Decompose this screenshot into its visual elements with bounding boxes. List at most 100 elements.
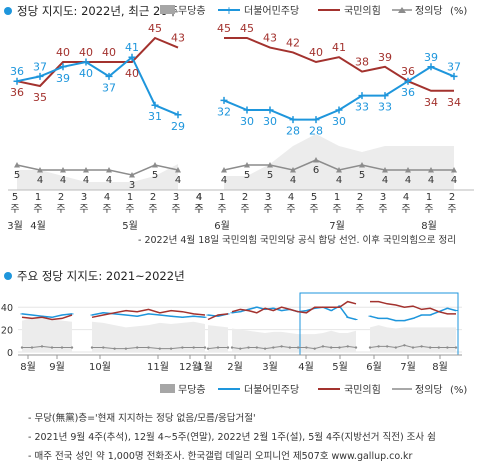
chart1-week-number: 4 — [403, 192, 409, 203]
chart1-month-label: 8월 — [421, 220, 437, 232]
justice-data-label: 4 — [428, 175, 434, 186]
justice-point — [428, 167, 434, 173]
ppp-data-label: 45 — [240, 22, 254, 35]
chart2-justice-point — [113, 347, 116, 350]
minju-point — [59, 63, 67, 71]
chart2-justice-point — [255, 346, 258, 349]
chart2-justice-point — [230, 346, 234, 349]
chart2-justice-point — [446, 346, 449, 349]
chart1-week-suffix: 주 — [401, 204, 410, 215]
minju-point — [174, 111, 182, 119]
chart2-justice-line — [22, 345, 72, 348]
ppp-data-label: 41 — [332, 41, 346, 54]
justice-point — [37, 167, 43, 173]
ppp-line-seg-0 — [16, 36, 179, 88]
minju-data-label: 30 — [263, 115, 277, 128]
chart2-month-label: 11월 — [147, 361, 169, 373]
legend-ppp-label: 국민의힘 — [344, 5, 381, 17]
chart1-week-number: 3 — [380, 192, 386, 203]
legend-minju-marker: + — [224, 4, 233, 17]
chart2-justice-point — [411, 346, 415, 349]
chart1-week-suffix: 주 — [102, 204, 111, 215]
chart2-justice-point — [40, 345, 44, 348]
justice-data-label: 4 — [221, 175, 227, 186]
legend-none-label: 무당층 — [178, 5, 206, 17]
minju-data-label: 36 — [10, 65, 24, 78]
minju-point — [404, 77, 412, 85]
minju-point — [243, 106, 251, 114]
chart1-week-number: 1 — [35, 192, 41, 203]
chart1-week-number: 2 — [357, 192, 363, 203]
justice-point — [83, 167, 89, 173]
chart2-justice-point — [454, 346, 458, 349]
justice-line-seg-0 — [16, 164, 179, 176]
section1-footnote: - 2022년 4월 18일 국민의힘 국민의당 공식 합당 선언. 이후 국민… — [138, 234, 456, 246]
legend-justice-label: 정의당 — [415, 5, 443, 17]
chart1-week-number: 5 — [311, 192, 317, 203]
section1-bullet — [4, 7, 12, 15]
chart2-none-area — [370, 325, 456, 352]
chart2-justice-point — [124, 347, 128, 350]
chart2-justice-point — [50, 346, 54, 349]
chart1-week-number: 2 — [242, 192, 248, 203]
justice-data-label: 4 — [106, 175, 112, 186]
chart2-justice-point — [90, 346, 94, 349]
chart2-justice-point — [330, 346, 333, 349]
chart2-justice-point — [102, 346, 105, 349]
chart1-week-number: 4 — [104, 192, 110, 203]
justice-point — [152, 162, 158, 168]
chart2-justice-point — [377, 345, 380, 348]
chart2-ppp-line — [91, 308, 206, 319]
chart1-week-number: 2 — [58, 192, 64, 203]
chart1-week-suffix: 주 — [424, 204, 433, 215]
chart2-month-label: 1월 — [197, 361, 213, 373]
minju-point — [128, 53, 136, 61]
legend2-none-swatch — [160, 384, 175, 393]
minju-point — [82, 58, 90, 66]
chart2-month-label: 10월 — [89, 361, 111, 373]
justice-point — [221, 167, 227, 173]
chart2-minju-line — [21, 313, 73, 319]
justice-data-label: 6 — [313, 165, 319, 176]
justice-data-label: 4 — [60, 175, 66, 186]
chart1-week-number: 3 — [81, 192, 87, 203]
justice-point — [175, 167, 181, 173]
ppp-line-seg-1 — [224, 37, 454, 92]
ppp-data-label: 45 — [217, 22, 231, 35]
chart2-month-label: 9월 — [49, 361, 65, 373]
chart2-none-area — [232, 328, 356, 352]
minju-data-label: 39 — [56, 72, 70, 85]
ppp-data-label: 40 — [309, 46, 323, 59]
chart1-week-number: 3 — [173, 192, 179, 203]
chart2-justice-point — [60, 346, 64, 349]
chart2-none-area — [208, 325, 228, 352]
minju-point — [427, 63, 435, 71]
justice-point — [106, 167, 112, 173]
minju-data-label: 37 — [33, 60, 47, 73]
note-3: - 매주 전국 성인 약 1,000명 전화조사. 한국갤럽 데일리 오피니언 … — [28, 450, 413, 462]
chart1-week-suffix: 주 — [148, 204, 157, 215]
chart1-week-suffix: 주 — [309, 204, 318, 215]
legend-none-swatch — [160, 5, 175, 14]
chart1-month-label: 4월 — [30, 220, 46, 232]
chart2-month-label: 8월 — [20, 361, 36, 373]
none-area-seg-0 — [17, 164, 178, 190]
chart2-justice-point — [136, 346, 139, 349]
chart2-ppp-line — [370, 300, 456, 315]
chart1-week-suffix: 주 — [355, 204, 364, 215]
legend2-ppp-label: 국민의힘 — [344, 384, 381, 396]
legend2-justice-label: 정의당 — [415, 384, 443, 396]
minju-data-label: 40 — [79, 67, 93, 80]
chart1-week-suffix: 주 — [332, 204, 341, 215]
chart2-y-tick: 40 — [1, 303, 13, 314]
legend2-none-label: 무당층 — [178, 384, 206, 396]
chart2-month-label: 6월 — [366, 361, 382, 373]
justice-data-label: 4 — [175, 175, 181, 186]
justice-point — [244, 162, 250, 168]
chart1-week-number: 4 — [196, 192, 202, 203]
justice-point — [313, 157, 319, 163]
chart1-week-suffix: 주 — [33, 204, 42, 215]
minju-point — [289, 116, 297, 124]
ppp-data-label: 40 — [125, 67, 139, 80]
